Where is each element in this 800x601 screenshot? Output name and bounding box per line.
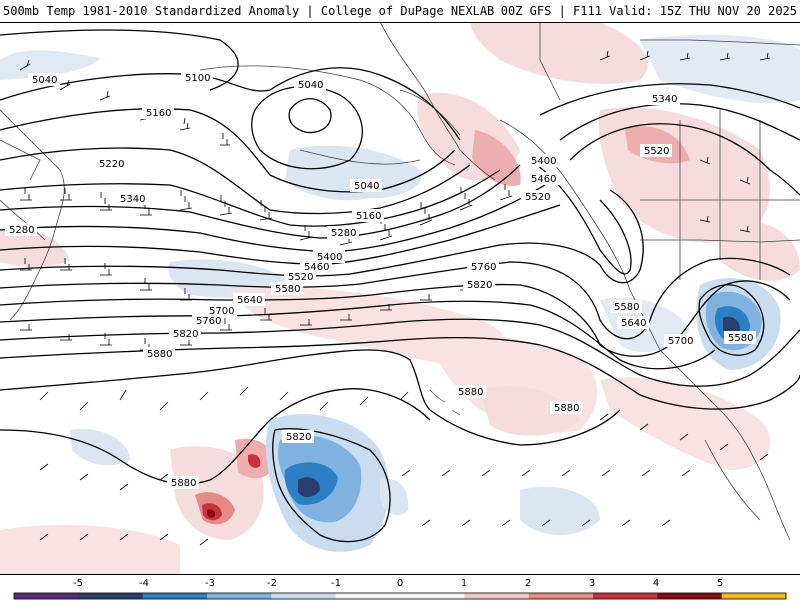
colorbar-tick-label: 0 — [397, 578, 403, 589]
colorbar-tick-label: 4 — [653, 578, 659, 589]
colorbar-swatch — [271, 593, 337, 599]
map-title: 500mb Temp 1981-2010 Standardized Anomal… — [3, 4, 495, 18]
contour-label: 5760 — [196, 316, 221, 327]
contour-label: 5460 — [304, 262, 329, 273]
contour-label: 5700 — [209, 306, 234, 317]
contour-label: 5160 — [356, 211, 381, 222]
model-run-info: 00Z GFS | F111 Valid: 15Z THU NOV 20 202… — [500, 4, 797, 18]
anomaly-colorbar: -5 -4 -3 -2 -1 0 1 2 3 4 5 — [0, 574, 800, 601]
contour-label: 5160 — [146, 108, 171, 119]
colorbar-swatch — [78, 593, 144, 599]
contour-label: 5880 — [458, 387, 483, 398]
colorbar-tick-label: 5 — [717, 578, 723, 589]
map-header: 500mb Temp 1981-2010 Standardized Anomal… — [0, 0, 800, 23]
colorbar-swatch — [207, 593, 272, 599]
contour-label: 5520 — [288, 272, 313, 283]
colorbar-tick-label: -2 — [267, 578, 277, 589]
contour-label: 5340 — [652, 94, 677, 105]
colorbar-swatch — [335, 593, 401, 599]
contour-label: 5400 — [317, 252, 342, 263]
contour-label: 5220 — [99, 159, 124, 170]
colorbar-tick-label: 3 — [589, 578, 595, 589]
contour-label: 5760 — [471, 262, 496, 273]
colorbar-tick-label: -1 — [331, 578, 341, 589]
colorbar-outline — [13, 592, 787, 600]
contour-label: 5640 — [621, 318, 646, 329]
colorbar-swatch — [400, 593, 465, 599]
contour-label: 5400 — [531, 156, 556, 167]
contour-label: 5040 — [32, 75, 57, 86]
colorbar-swatch — [142, 593, 208, 599]
contour-label: 5580 — [728, 333, 753, 344]
contour-label: 5880 — [171, 478, 196, 489]
contour-labels: 5040 5040 5100 5160 5220 5280 5340 5040 … — [5, 71, 756, 489]
colorbar-swatch — [657, 593, 723, 599]
colorbar-swatch — [528, 593, 594, 599]
contour-label: 5880 — [554, 403, 579, 414]
contour-label: 5640 — [237, 295, 262, 306]
contour-label: 5880 — [147, 349, 172, 360]
contour-label: 5820 — [173, 329, 198, 340]
contour-label: 5040 — [298, 80, 323, 91]
map-canvas: 5040 5040 5100 5160 5220 5280 5340 5040 … — [0, 22, 800, 574]
colorbar-swatch — [593, 593, 658, 599]
contour-label: 5520 — [644, 146, 669, 157]
wind-barbs — [19, 50, 771, 546]
colorbar-swatch — [14, 593, 79, 599]
colorbar-swatch — [721, 593, 787, 599]
contour-label: 5340 — [120, 194, 145, 205]
contour-label: 5580 — [614, 302, 639, 313]
contour-label: 5580 — [275, 284, 300, 295]
coastlines — [0, 22, 800, 541]
contour-label: 5820 — [286, 432, 311, 443]
colorbar-swatch — [464, 593, 530, 599]
contour-label: 5280 — [331, 228, 356, 239]
contour-label: 5280 — [9, 225, 34, 236]
colorbar-tick-label: -4 — [139, 578, 149, 589]
colorbar-tick-label: -5 — [73, 578, 83, 589]
contour-label: 5460 — [531, 174, 556, 185]
colorbar-ticks: -5 -4 -3 -2 -1 0 1 2 3 4 5 — [73, 578, 723, 589]
colorbar-tick-label: 2 — [525, 578, 531, 589]
contour-label: 5820 — [467, 280, 492, 291]
contour-label: 5700 — [668, 336, 693, 347]
contour-label: 5040 — [354, 181, 379, 192]
contour-label: 5100 — [185, 73, 210, 84]
colorbar-tick-label: -3 — [205, 578, 215, 589]
contour-label: 5520 — [525, 192, 550, 203]
colorbar-tick-label: 1 — [461, 578, 467, 589]
colorbar-swatches — [13, 592, 787, 600]
